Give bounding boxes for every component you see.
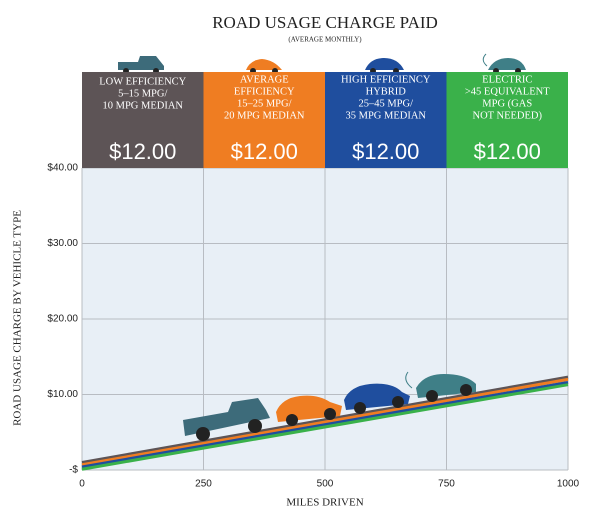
- panel-label: 5–15 MPG/: [118, 88, 167, 99]
- hybrid-icon: [365, 58, 404, 74]
- panel-background: [203, 72, 325, 168]
- x-tick-label: 250: [195, 479, 212, 490]
- y-tick-label: -$: [69, 465, 78, 476]
- y-axis-label: ROAD USAGE CHARGE BY VEHICLE TYPE: [12, 210, 24, 426]
- panel-charge: $12.00: [231, 139, 298, 164]
- panel-label: NOT NEEDED): [472, 110, 542, 121]
- truck-icon: [118, 56, 164, 74]
- panel-label: HYBRID: [366, 86, 407, 97]
- panel-label: 35 MPG MEDIAN: [345, 110, 426, 121]
- panel-label: 10 MPG MEDIAN: [102, 100, 183, 111]
- y-tick-label: $30.00: [47, 238, 78, 249]
- panel-background: [446, 72, 568, 168]
- sedan: [276, 395, 342, 426]
- hybrid: [344, 383, 410, 414]
- panel-label: AVERAGE: [240, 74, 289, 85]
- electric-icon: [482, 53, 526, 74]
- truck: [183, 398, 270, 441]
- electric-car: [405, 371, 476, 402]
- panel-charge: $12.00: [352, 139, 419, 164]
- x-tick-label: 750: [438, 479, 455, 490]
- panel-background: [82, 72, 204, 168]
- chart-title: ROAD USAGE CHARGE PAID: [212, 13, 438, 32]
- panel-label: EFFICIENCY: [234, 86, 295, 97]
- lines: [81, 375, 569, 471]
- x-tick-label: 1000: [557, 479, 580, 490]
- panel-label: HIGH EFFICIENCY: [341, 74, 431, 85]
- chart-subtitle: (AVERAGE MONTHLY): [288, 36, 362, 44]
- header-icons: [118, 53, 526, 74]
- y-tick-label: $10.00: [47, 389, 78, 400]
- y-tick-label: $40.00: [47, 163, 78, 174]
- panel-label: MPG (GAS: [482, 98, 532, 109]
- panel-label: 20 MPG MEDIAN: [224, 110, 305, 121]
- panel-label: 25–45 MPG/: [358, 98, 413, 109]
- panel-background: [325, 72, 447, 168]
- x-tick-label: 500: [317, 479, 334, 490]
- panel-charge: $12.00: [109, 139, 176, 164]
- cars: [183, 371, 476, 441]
- x-tick-label: 0: [79, 479, 85, 490]
- series-line: [81, 380, 569, 469]
- y-tick-label: $20.00: [47, 314, 78, 325]
- panel-label: 15–25 MPG/: [237, 98, 292, 109]
- sedan-icon: [246, 59, 282, 74]
- series-line: [81, 377, 569, 467]
- series-line: [81, 375, 569, 464]
- panel-label: ELECTRIC: [482, 74, 532, 85]
- x-axis-label: MILES DRIVEN: [286, 497, 363, 509]
- panel-label: LOW EFFICIENCY: [99, 76, 186, 87]
- panel-charge: $12.00: [474, 139, 541, 164]
- series-line: [81, 383, 569, 471]
- panel-label: >45 EQUIVALENT: [465, 86, 550, 97]
